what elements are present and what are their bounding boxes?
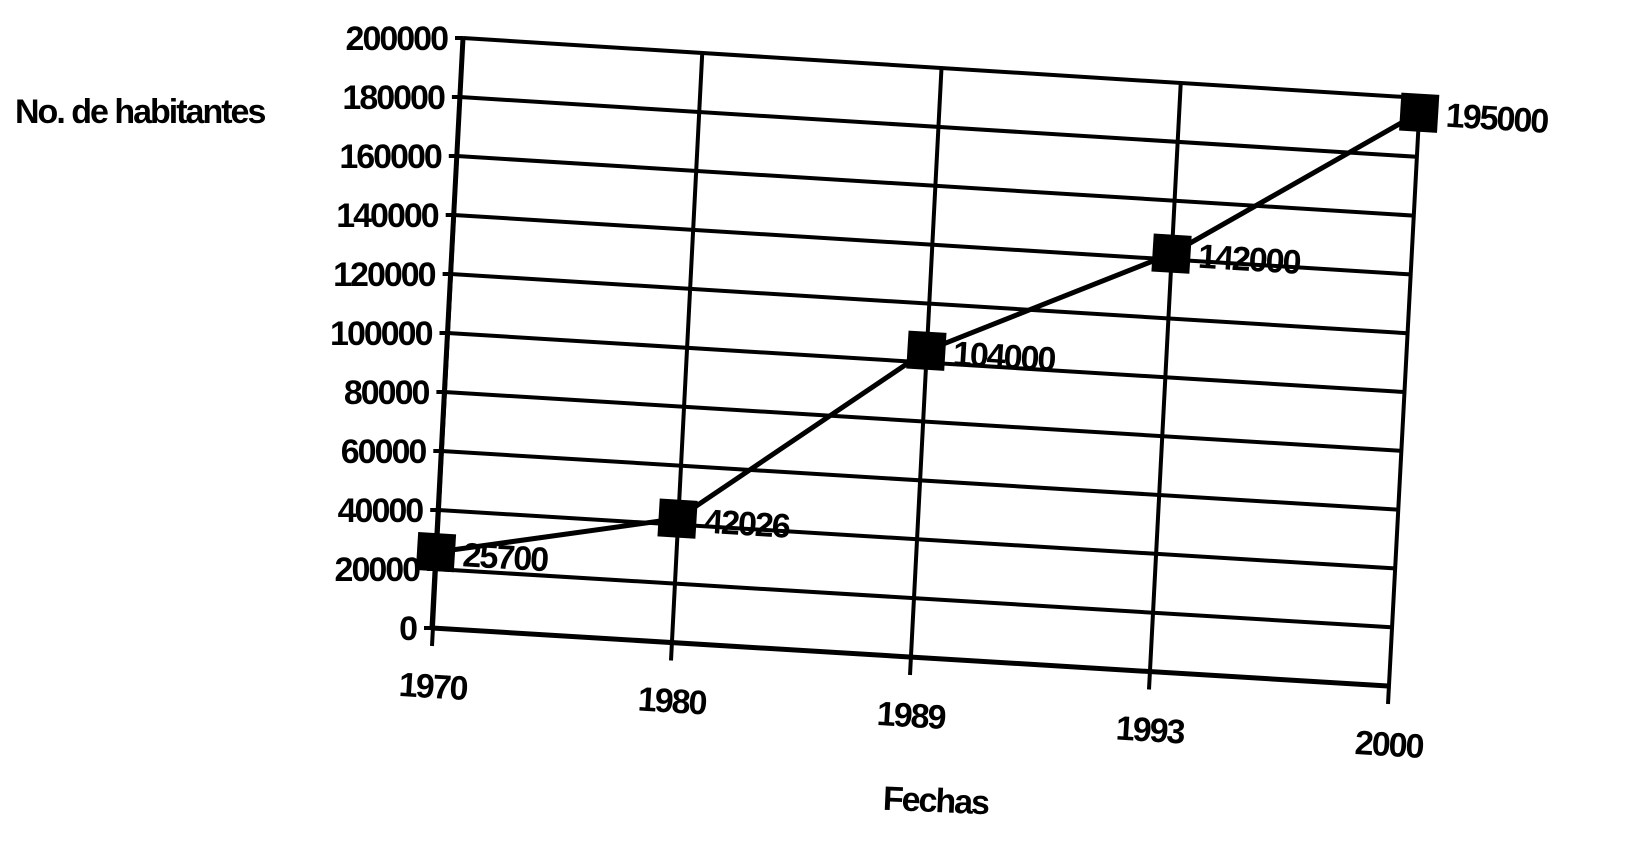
y-tick-label: 140000 — [336, 197, 439, 235]
data-point-marker — [906, 330, 947, 371]
v-gridline — [908, 67, 944, 676]
y-tick-label: 100000 — [330, 315, 433, 353]
y-tick-label: 40000 — [338, 492, 424, 530]
x-tick-labels: 1970 1980 1989 1993 2000 — [398, 666, 1425, 766]
data-point-marker — [657, 498, 698, 539]
y-tick-label: 200000 — [346, 20, 449, 58]
v-gridline — [1147, 82, 1183, 690]
x-axis-line — [431, 625, 1389, 689]
x-tick-label: 2000 — [1354, 724, 1425, 766]
y-tick-label: 60000 — [341, 433, 427, 471]
y-tick-label: 180000 — [342, 79, 445, 117]
y-tick-label: 80000 — [344, 374, 430, 412]
x-axis-title: Fechas — [882, 780, 990, 823]
data-label: 42026 — [703, 503, 791, 546]
data-point-marker — [415, 532, 457, 573]
y-tick-label: 20000 — [335, 551, 421, 589]
data-labels: 25700 42026 104000 142000 195000 — [461, 97, 1549, 580]
x-tick-label: 1980 — [637, 680, 708, 722]
v-gridline — [1386, 97, 1422, 705]
data-point-marker — [1399, 92, 1440, 133]
grid-layer — [430, 36, 1422, 705]
data-label: 104000 — [952, 335, 1057, 379]
x-tick-label: 1993 — [1115, 709, 1186, 751]
y-tick-labels: 0 20000 40000 60000 80000 100000 120000 140000 1… — [330, 20, 450, 648]
x-tick-label: 1970 — [398, 666, 469, 708]
y-tick-label: 0 — [399, 610, 417, 648]
data-point-marker — [1151, 233, 1192, 274]
y-axis-title: No. de habitantes — [15, 93, 265, 131]
data-label: 25700 — [461, 536, 549, 579]
y-tick-label: 120000 — [333, 256, 436, 294]
v-gridline — [669, 52, 705, 661]
y-axis-line — [429, 37, 466, 629]
data-label: 195000 — [1445, 97, 1550, 141]
data-label: 142000 — [1197, 238, 1302, 282]
y-tick-label: 160000 — [339, 138, 442, 176]
x-tick-label: 1989 — [876, 695, 947, 737]
series-layer — [415, 92, 1440, 573]
